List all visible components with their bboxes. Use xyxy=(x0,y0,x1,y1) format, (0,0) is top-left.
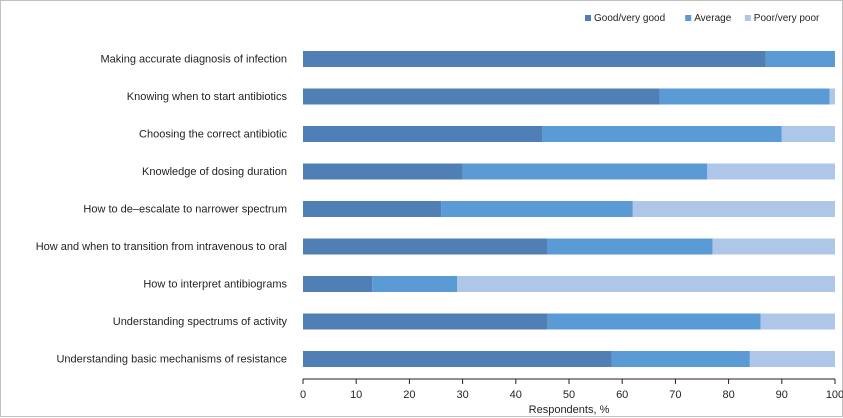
x-tick-label: 30 xyxy=(456,389,468,401)
bar-good-very-good xyxy=(303,51,766,67)
legend-label: Poor/very poor xyxy=(754,13,820,24)
bar-good-very-good xyxy=(303,238,548,255)
bar-average xyxy=(542,126,782,142)
bar-row-5 xyxy=(303,201,835,217)
x-axis: 0 10 20 30 40 50 60 70 80 90 100 xyxy=(300,378,843,401)
category-label: Knowledge of dosing duration xyxy=(142,166,287,178)
bar-good-very-good xyxy=(303,276,373,292)
x-tick-label: 10 xyxy=(350,389,362,401)
legend-swatch xyxy=(585,15,591,21)
bar-average xyxy=(441,201,633,217)
category-labels: Making accurate diagnosis of infection Kn… xyxy=(36,54,288,366)
bar-poor-very-poor xyxy=(457,276,835,292)
legend: Good/very good Average Poor/very poor xyxy=(585,13,820,24)
x-tick-label: 100 xyxy=(826,389,843,401)
category-label: How to interpret antibiograms xyxy=(143,279,287,291)
bar-row-1 xyxy=(303,51,835,67)
category-label: Making accurate diagnosis of infection xyxy=(101,54,288,66)
x-tick-label: 40 xyxy=(510,389,522,401)
bar-poor-very-poor xyxy=(707,163,835,180)
category-label: How and when to transition from intraven… xyxy=(36,241,287,253)
bars xyxy=(303,51,835,367)
legend-item-average: Average xyxy=(685,13,732,24)
legend-swatch xyxy=(744,15,751,21)
bar-average xyxy=(765,51,835,67)
bar-good-very-good xyxy=(303,201,442,217)
bar-average xyxy=(547,238,713,255)
category-label: Understanding spectrums of activity xyxy=(113,316,288,328)
bar-good-very-good xyxy=(303,351,612,367)
bar-poor-very-poor xyxy=(781,126,835,142)
legend-item-good-very-good: Good/very good xyxy=(585,13,665,24)
x-tick-label: 70 xyxy=(669,389,681,401)
bar-average xyxy=(659,88,830,105)
bar-row-8 xyxy=(303,313,835,330)
bar-row-3 xyxy=(303,126,835,142)
x-tick-label: 0 xyxy=(300,389,306,401)
legend-label: Average xyxy=(694,13,732,24)
x-tick-label: 20 xyxy=(403,389,415,401)
x-tick-label: 50 xyxy=(563,389,575,401)
category-label: Knowing when to start antibiotics xyxy=(127,91,288,103)
bar-average xyxy=(462,163,708,180)
bar-poor-very-poor xyxy=(760,313,835,330)
bar-poor-very-poor xyxy=(712,238,835,255)
legend-label: Good/very good xyxy=(594,13,665,24)
bar-row-9 xyxy=(303,351,835,367)
bar-poor-very-poor xyxy=(749,351,835,367)
legend-swatch xyxy=(685,15,692,21)
bar-average xyxy=(547,313,761,330)
category-label: Understanding basic mechanisms of resist… xyxy=(56,354,287,366)
bar-row-7 xyxy=(303,276,835,292)
x-axis-label: Respondents, % xyxy=(529,404,610,416)
x-tick-label: 80 xyxy=(722,389,734,401)
bar-row-2 xyxy=(303,88,835,105)
category-label: How to de–escalate to narrower spectrum xyxy=(83,204,287,216)
x-tick-label: 60 xyxy=(616,389,628,401)
x-tick-label: 90 xyxy=(776,389,788,401)
bar-good-very-good xyxy=(303,88,660,105)
legend-item-poor-very-poor: Poor/very poor xyxy=(744,13,820,24)
bar-average xyxy=(611,351,750,367)
bar-poor-very-poor xyxy=(632,201,835,217)
bar-row-6 xyxy=(303,238,835,255)
bar-average xyxy=(372,276,458,292)
bar-row-4 xyxy=(303,163,835,180)
bar-good-very-good xyxy=(303,126,543,142)
bar-good-very-good xyxy=(303,313,548,330)
category-label: Choosing the correct antibiotic xyxy=(139,129,287,141)
bar-good-very-good xyxy=(303,163,463,180)
bar-poor-very-poor xyxy=(829,88,835,105)
